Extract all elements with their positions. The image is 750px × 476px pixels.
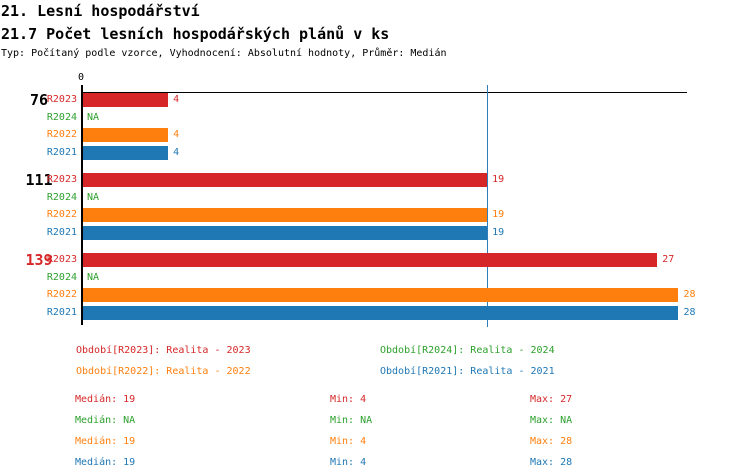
median-line bbox=[487, 85, 489, 327]
series-label: R2022 bbox=[46, 289, 77, 300]
bar-value-label: 28 bbox=[683, 306, 696, 318]
bar-value-label: 28 bbox=[683, 289, 696, 300]
na-value-label: NA bbox=[87, 191, 100, 203]
chart-meta: Typ: Počítaný podle vzorce, Vyhodnocení:… bbox=[1, 48, 447, 59]
stat-median: Medián: 19 bbox=[75, 457, 136, 468]
bar-value-label: 4 bbox=[173, 129, 180, 140]
bar-value-label: 27 bbox=[662, 254, 675, 265]
bar bbox=[83, 128, 169, 142]
stat-max: Max: 27 bbox=[530, 394, 573, 405]
group-label: 111 bbox=[25, 171, 53, 189]
stat-median: Medián: NA bbox=[75, 415, 136, 426]
chart-subtitle: 21.7 Počet lesních hospodářských plánů v… bbox=[1, 25, 390, 43]
bar-value-label: 4 bbox=[173, 146, 180, 158]
stat-min: Min: 4 bbox=[330, 394, 367, 405]
legend-item: Období[R2021]: Realita - 2021 bbox=[380, 366, 555, 377]
stat-max: Max: 28 bbox=[530, 436, 573, 447]
series-label: R2024 bbox=[46, 191, 77, 203]
bar bbox=[83, 253, 658, 267]
bar-value-label: 19 bbox=[492, 226, 505, 238]
na-value-label: NA bbox=[87, 271, 100, 283]
stat-max: Max: 28 bbox=[530, 457, 573, 468]
group-label: 139 bbox=[25, 251, 53, 269]
group-label: 76 bbox=[29, 91, 49, 109]
chart-title: 21. Lesní hospodářství bbox=[1, 2, 200, 20]
bar-value-label: 19 bbox=[492, 174, 505, 185]
stat-min: Min: 4 bbox=[330, 436, 367, 447]
bar-value-label: 4 bbox=[173, 94, 180, 105]
bar bbox=[83, 173, 488, 187]
series-label: R2021 bbox=[46, 226, 77, 238]
legend-item: Období[R2024]: Realita - 2024 bbox=[380, 345, 555, 356]
x-axis-zero-label: 0 bbox=[77, 72, 85, 83]
bar bbox=[83, 305, 679, 320]
stat-median: Medián: 19 bbox=[75, 436, 136, 447]
bar bbox=[83, 225, 488, 240]
y-axis-line bbox=[81, 85, 83, 325]
stat-min: Min: 4 bbox=[330, 457, 367, 468]
stat-max: Max: NA bbox=[530, 415, 573, 426]
na-value-label: NA bbox=[87, 111, 100, 123]
series-label: R2022 bbox=[46, 129, 77, 140]
series-label: R2023 bbox=[46, 94, 77, 105]
series-label: R2024 bbox=[46, 111, 77, 123]
bar-value-label: 19 bbox=[492, 209, 505, 220]
bar bbox=[83, 93, 169, 107]
stat-min: Min: NA bbox=[330, 415, 373, 426]
bar bbox=[83, 145, 169, 160]
legend-item: Období[R2023]: Realita - 2023 bbox=[76, 345, 251, 356]
series-label: R2021 bbox=[46, 146, 77, 158]
legend-item: Období[R2022]: Realita - 2022 bbox=[76, 366, 251, 377]
series-label: R2023 bbox=[46, 254, 77, 265]
series-label: R2024 bbox=[46, 271, 77, 283]
series-label: R2023 bbox=[46, 174, 77, 185]
plot-top-border bbox=[81, 92, 687, 93]
bar bbox=[83, 208, 488, 222]
series-label: R2022 bbox=[46, 209, 77, 220]
bar bbox=[83, 288, 679, 302]
stat-median: Medián: 19 bbox=[75, 394, 136, 405]
series-label: R2021 bbox=[46, 306, 77, 318]
